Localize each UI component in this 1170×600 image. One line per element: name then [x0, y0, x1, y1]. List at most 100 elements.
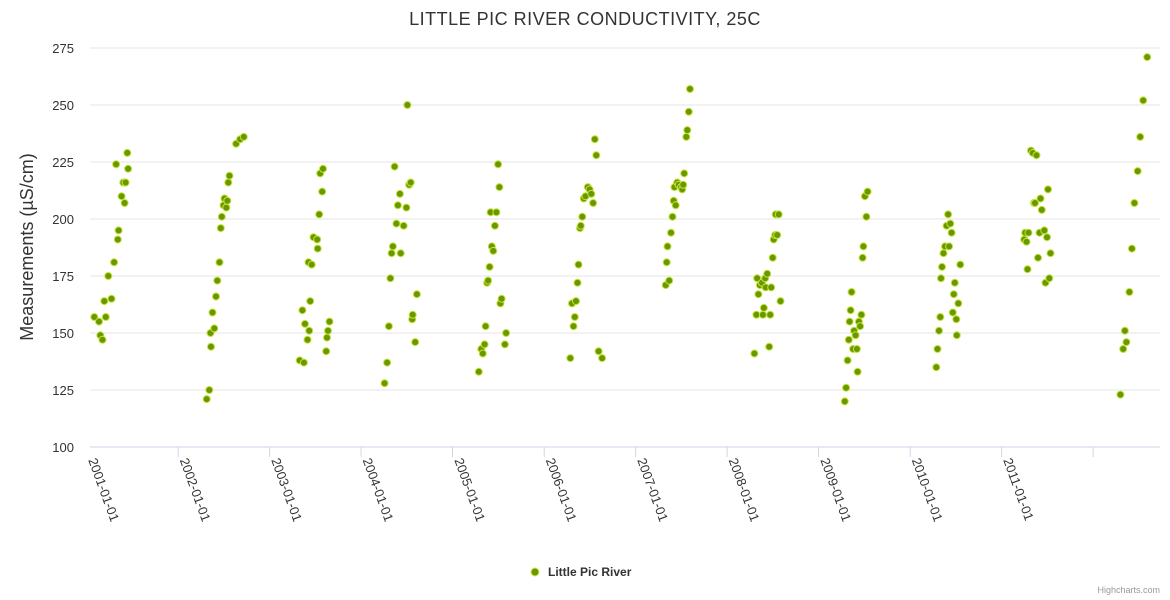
data-point[interactable]: [101, 313, 110, 321]
data-point[interactable]: [862, 212, 871, 221]
data-point[interactable]: [114, 226, 123, 235]
data-point[interactable]: [90, 313, 99, 321]
data-point[interactable]: [386, 274, 395, 283]
data-point[interactable]: [480, 340, 489, 349]
data-point[interactable]: [1031, 199, 1039, 207]
data-point[interactable]: [570, 313, 579, 321]
data-point[interactable]: [313, 244, 322, 253]
data-point[interactable]: [763, 269, 772, 278]
data-point[interactable]: [403, 101, 412, 109]
data-point[interactable]: [1036, 194, 1045, 203]
data-point[interactable]: [500, 340, 509, 349]
data-point[interactable]: [301, 319, 309, 328]
data-point[interactable]: [776, 297, 785, 306]
data-point[interactable]: [384, 322, 393, 331]
data-point[interactable]: [846, 306, 855, 315]
data-point[interactable]: [750, 349, 759, 358]
data-point[interactable]: [1024, 228, 1033, 237]
data-point[interactable]: [768, 253, 777, 262]
data-point[interactable]: [851, 331, 860, 340]
legend-marker[interactable]: [530, 567, 540, 577]
data-point[interactable]: [759, 303, 768, 312]
data-point[interactable]: [478, 349, 487, 358]
data-point[interactable]: [592, 151, 601, 160]
data-point[interactable]: [946, 219, 955, 228]
data-point[interactable]: [324, 326, 332, 335]
data-point[interactable]: [753, 274, 762, 283]
data-point[interactable]: [217, 212, 226, 221]
data-point[interactable]: [399, 221, 408, 230]
data-point[interactable]: [574, 260, 583, 269]
data-point[interactable]: [668, 212, 677, 221]
data-point[interactable]: [665, 276, 674, 285]
data-point[interactable]: [225, 171, 234, 180]
data-point[interactable]: [322, 347, 331, 356]
data-point[interactable]: [305, 326, 314, 335]
data-point[interactable]: [121, 178, 130, 187]
data-point[interactable]: [945, 242, 954, 251]
data-point[interactable]: [1045, 274, 1054, 283]
data-point[interactable]: [490, 221, 499, 230]
data-point[interactable]: [765, 342, 774, 351]
data-point[interactable]: [598, 354, 607, 363]
data-point[interactable]: [843, 356, 852, 365]
data-point[interactable]: [395, 189, 404, 198]
data-point[interactable]: [773, 231, 782, 239]
data-point[interactable]: [387, 249, 396, 258]
data-point[interactable]: [956, 260, 965, 269]
credits-link[interactable]: Highcharts.com: [1097, 585, 1160, 595]
data-point[interactable]: [844, 335, 853, 344]
data-point[interactable]: [303, 335, 312, 344]
data-point[interactable]: [298, 306, 307, 315]
data-point[interactable]: [223, 196, 232, 205]
data-point[interactable]: [98, 335, 107, 344]
data-point[interactable]: [120, 199, 129, 207]
data-point[interactable]: [307, 260, 316, 269]
data-point[interactable]: [213, 276, 222, 285]
data-point[interactable]: [663, 242, 672, 251]
data-point[interactable]: [112, 160, 121, 169]
data-point[interactable]: [1119, 345, 1128, 353]
data-point[interactable]: [944, 210, 953, 219]
data-point[interactable]: [1044, 185, 1052, 194]
data-point[interactable]: [494, 160, 503, 169]
data-point[interactable]: [573, 278, 582, 287]
data-point[interactable]: [680, 169, 689, 178]
data-point[interactable]: [667, 228, 675, 237]
data-point[interactable]: [939, 249, 948, 258]
data-point[interactable]: [492, 208, 501, 217]
data-point[interactable]: [396, 249, 405, 258]
data-point[interactable]: [952, 331, 961, 340]
data-point[interactable]: [682, 132, 691, 141]
data-point[interactable]: [859, 242, 868, 251]
data-point[interactable]: [489, 246, 498, 255]
data-point[interactable]: [1130, 199, 1139, 207]
data-point[interactable]: [113, 235, 122, 244]
data-point[interactable]: [767, 283, 776, 292]
data-point[interactable]: [587, 189, 596, 198]
data-point[interactable]: [1139, 96, 1148, 105]
data-point[interactable]: [1037, 205, 1046, 214]
data-point[interactable]: [1116, 390, 1125, 399]
data-point[interactable]: [388, 242, 397, 251]
data-point[interactable]: [1143, 53, 1152, 62]
data-point[interactable]: [569, 322, 578, 331]
data-point[interactable]: [572, 297, 580, 306]
data-point[interactable]: [950, 278, 959, 287]
data-point[interactable]: [208, 308, 217, 317]
data-point[interactable]: [686, 85, 694, 93]
data-point[interactable]: [1046, 249, 1055, 258]
data-point[interactable]: [754, 290, 763, 299]
data-point[interactable]: [207, 342, 215, 351]
data-point[interactable]: [210, 324, 219, 333]
data-point[interactable]: [110, 258, 119, 267]
data-point[interactable]: [774, 210, 783, 219]
data-point[interactable]: [485, 262, 494, 271]
data-point[interactable]: [948, 308, 957, 317]
data-point[interactable]: [954, 299, 963, 308]
data-point[interactable]: [590, 135, 599, 144]
data-point[interactable]: [1127, 244, 1136, 253]
data-point[interactable]: [205, 386, 214, 394]
data-point[interactable]: [949, 290, 958, 299]
data-point[interactable]: [1034, 253, 1042, 262]
